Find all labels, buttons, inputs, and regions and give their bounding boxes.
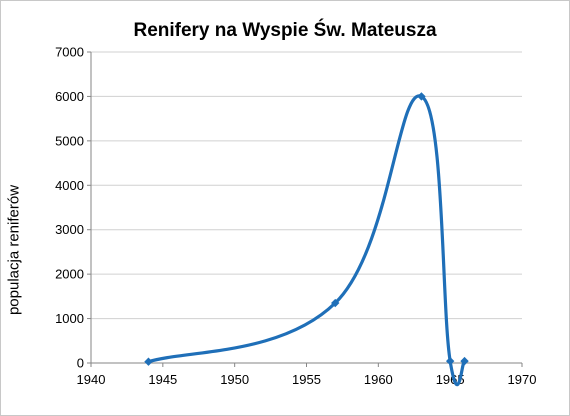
series-line: [146, 94, 467, 387]
x-tick-label: 1940: [77, 372, 106, 387]
y-tick-label: 4000: [55, 178, 84, 193]
y-tick-label: 0: [77, 356, 84, 371]
y-tick-label: 2000: [55, 267, 84, 282]
data-point-marker: [417, 92, 426, 101]
gridlines: [91, 51, 522, 320]
x-tick-label: 1955: [292, 372, 321, 387]
x-tick-label: 1970: [508, 372, 537, 387]
y-tick-label: 7000: [55, 45, 84, 60]
axes: [87, 51, 523, 367]
series-layer: [144, 92, 469, 387]
y-tick-label: 3000: [55, 222, 84, 237]
tick-labels: 0 1000 2000 3000 4000 5000 6000 7000 1940 1945 195…: [55, 45, 536, 388]
chart-title: Renifery na Wyspie Św. Mateusza: [133, 20, 437, 41]
data-point-marker: [144, 357, 153, 366]
x-tick-label: 1945: [148, 372, 177, 387]
y-tick-label: 5000: [55, 133, 84, 148]
x-tick-label: 1960: [364, 372, 393, 387]
y-tick-label: 6000: [55, 89, 84, 104]
data-point-marker: [445, 356, 455, 366]
x-tick-label: 1950: [220, 372, 249, 387]
data-point-marker: [460, 356, 469, 366]
data-point-marker: [331, 298, 340, 308]
y-tick-label: 1000: [55, 311, 84, 326]
